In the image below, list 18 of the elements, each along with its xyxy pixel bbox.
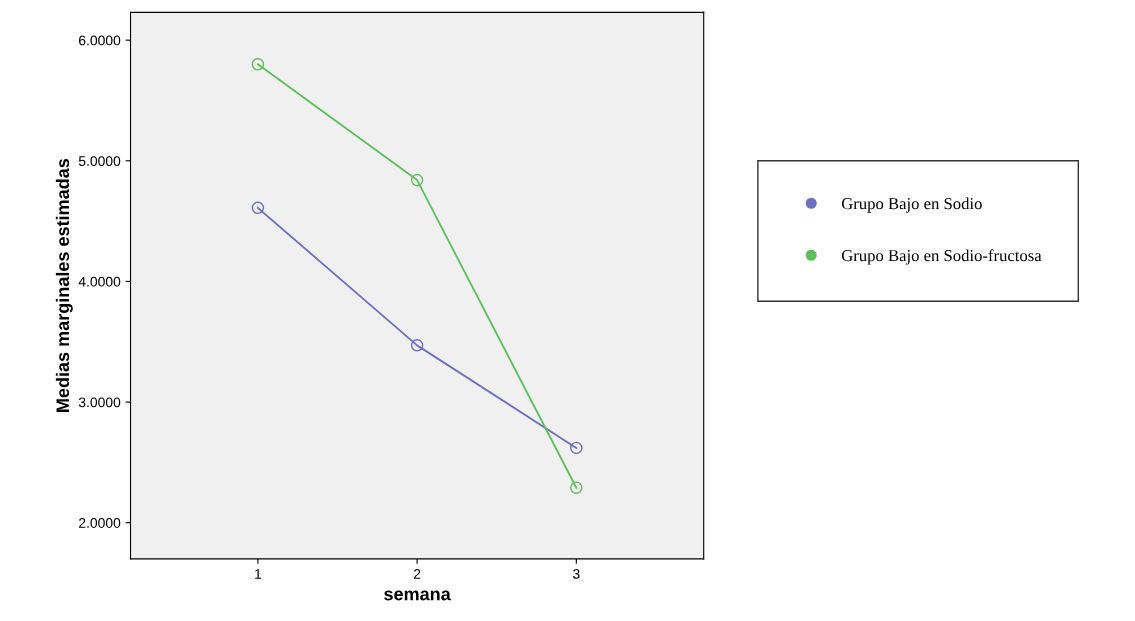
point xyxy=(410,339,424,352)
x-tick-label: 2 xyxy=(413,568,421,579)
x-tick-label: 3 xyxy=(573,568,580,579)
y-tick-label: 6.0000 xyxy=(79,35,121,46)
y-tick-label: 2.0000 xyxy=(79,518,121,528)
x-axis-title: semana xyxy=(384,590,451,601)
y-tick-label: 4.0000 xyxy=(78,276,121,287)
point xyxy=(410,173,424,187)
point xyxy=(570,481,583,494)
y-tick-label: 5.0000 xyxy=(78,156,121,166)
x-tick-label: 1 xyxy=(255,569,262,579)
legend-label: Grupo Bajo en Sodio xyxy=(841,197,982,213)
point xyxy=(570,441,583,455)
y-tick-label: 3.0000 xyxy=(78,397,121,408)
point xyxy=(251,58,265,71)
point xyxy=(251,201,265,215)
y-axis-title: Medias marginales estimadas xyxy=(55,158,73,412)
legend-label: Grupo Bajo en Sodio-fructosa xyxy=(841,249,1042,265)
